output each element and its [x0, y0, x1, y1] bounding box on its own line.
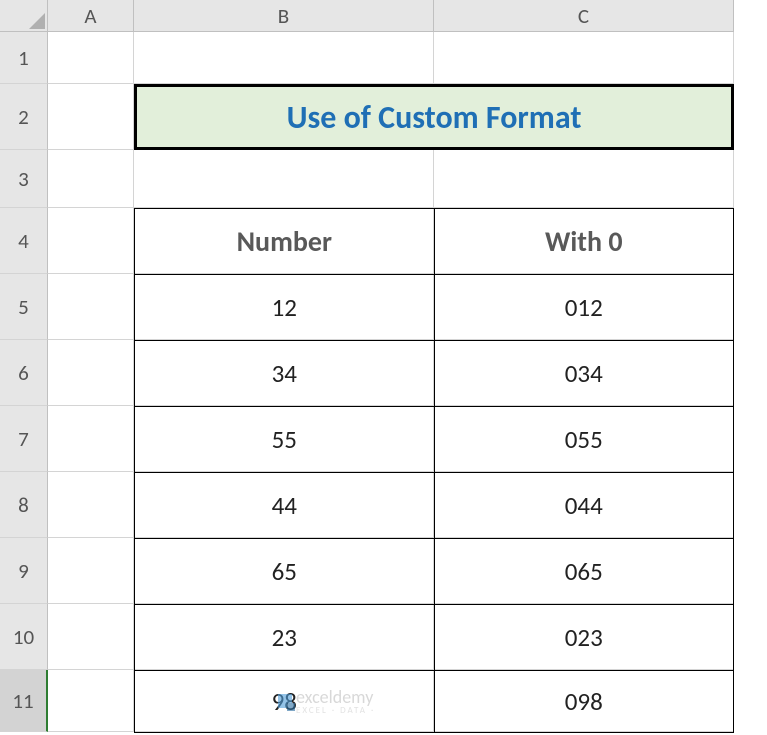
watermark: exceldemy EXCEL · DATA · [278, 686, 375, 716]
table-header-0[interactable]: Number [135, 209, 435, 275]
cell-A7[interactable] [48, 406, 134, 472]
table-row: 44044 [135, 473, 734, 539]
cell-C3[interactable] [434, 150, 734, 208]
cell-A6[interactable] [48, 340, 134, 406]
row-header-3[interactable]: 3 [0, 150, 48, 208]
table-row: 12012 [135, 275, 734, 341]
table-cell[interactable]: 12 [135, 275, 435, 341]
select-all-corner[interactable] [0, 0, 48, 32]
data-table[interactable]: NumberWith 01201234034550554404465065230… [134, 208, 734, 733]
row-header-8[interactable]: 8 [0, 472, 48, 538]
watermark-sub: EXCEL · DATA · [296, 705, 375, 716]
table-cell[interactable]: 65 [135, 539, 435, 605]
cell-A1[interactable] [48, 32, 134, 84]
table-row: 34034 [135, 341, 734, 407]
row-header-10[interactable]: 10 [0, 604, 48, 670]
row-header-2[interactable]: 2 [0, 84, 48, 150]
table-cell[interactable]: 044 [434, 473, 733, 539]
cell-A4[interactable] [48, 208, 134, 274]
table-cell[interactable]: 023 [434, 605, 733, 671]
cell-A8[interactable] [48, 472, 134, 538]
table-cell[interactable]: 098 [434, 671, 733, 733]
row-header-11[interactable]: 11 [0, 670, 48, 732]
table-cell[interactable]: 055 [434, 407, 733, 473]
cell-A10[interactable] [48, 604, 134, 670]
table-cell[interactable]: 23 [135, 605, 435, 671]
title-merged-cell[interactable]: Use of Custom Format [134, 84, 734, 150]
table-cell[interactable]: 44 [135, 473, 435, 539]
cell-B1[interactable] [134, 32, 434, 84]
cell-A5[interactable] [48, 274, 134, 340]
table-header-1[interactable]: With 0 [434, 209, 733, 275]
table-row: 55055 [135, 407, 734, 473]
table-cell[interactable]: 034 [434, 341, 733, 407]
cell-A11[interactable] [48, 670, 134, 732]
cell-A2[interactable] [48, 84, 134, 150]
row-header-1[interactable]: 1 [0, 32, 48, 84]
table-cell[interactable]: 55 [135, 407, 435, 473]
row-header-5[interactable]: 5 [0, 274, 48, 340]
row-header-7[interactable]: 7 [0, 406, 48, 472]
cell-A3[interactable] [48, 150, 134, 208]
col-header-A[interactable]: A [48, 0, 134, 32]
table-row: 23023 [135, 605, 734, 671]
table-cell[interactable]: 012 [434, 275, 733, 341]
table-row: 65065 [135, 539, 734, 605]
table-cell[interactable]: 065 [434, 539, 733, 605]
row-header-4[interactable]: 4 [0, 208, 48, 274]
cell-B3[interactable] [134, 150, 434, 208]
table-row: 98098 [135, 671, 734, 733]
cell-A9[interactable] [48, 538, 134, 604]
col-header-B[interactable]: B [134, 0, 434, 32]
row-header-9[interactable]: 9 [0, 538, 48, 604]
watermark-icon [278, 694, 292, 708]
title-text: Use of Custom Format [287, 98, 582, 137]
cell-C1[interactable] [434, 32, 734, 84]
table-cell[interactable]: 34 [135, 341, 435, 407]
col-header-C[interactable]: C [434, 0, 734, 32]
row-header-6[interactable]: 6 [0, 340, 48, 406]
